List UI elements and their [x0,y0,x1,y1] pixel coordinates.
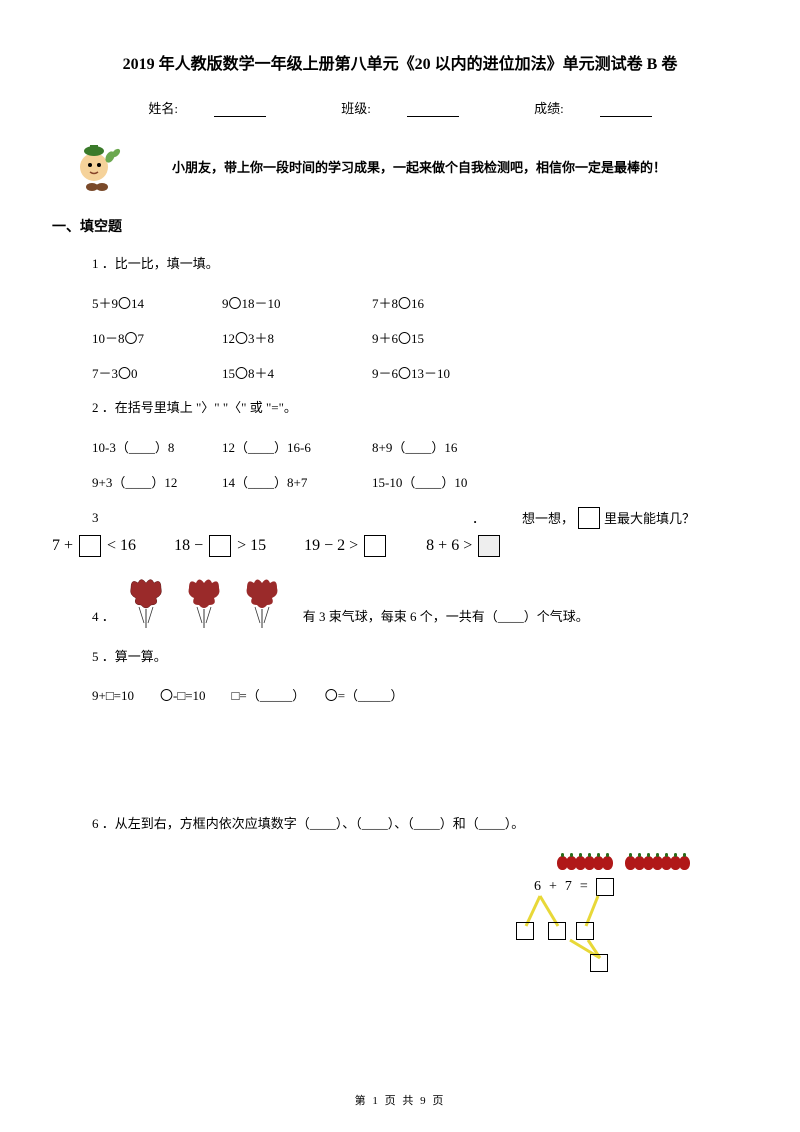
q3-num: 3 [92,510,472,526]
decomp-box2[interactable] [548,922,566,940]
q3-box2[interactable] [209,535,231,557]
q2-row1: 10-3（____）812（____）16-68+9（____）16 [92,437,728,456]
score-label: 成绩: [516,101,670,116]
name-blank[interactable] [214,103,266,117]
q5-expr: 9+□=10 〇-□=10 □=（_____） 〇=（_____） [92,685,728,704]
decomposition-diagram: 6 + 7 = [514,878,714,988]
q3-math-row: 7 +< 16 18 −> 15 19 − 2 > 8 + 6 > [52,535,728,557]
q4-text: 有 3 束气球，每束 6 个，一共有（____）个气球。 [303,606,589,625]
q3-box4[interactable] [478,535,500,557]
page-title: 2019 年人教版数学一年级上册第八单元《20 以内的进位加法》单元测试卷 B … [72,50,728,74]
q3-box1[interactable] [79,535,101,557]
q5-label: 5 ．算一算。 [92,647,728,668]
apples-icon [559,856,690,870]
intro-text: 小朋友，带上你一段时间的学习成果，一起来做个自我检测吧，相信你一定是最棒的！ [172,157,666,176]
balloon-bunch-icon [121,573,171,633]
decomp-box4[interactable] [590,954,608,972]
class-label: 班级: [323,101,477,116]
q1-row3: 7－3〇015〇8＋49－6〇13－10 [92,363,728,382]
page-footer: 第 1 页 共 9 页 [0,1092,800,1108]
q1-row1: 5＋9〇149〇18－107＋8〇16 [92,293,728,312]
q3-box3[interactable] [364,535,386,557]
q2-label: 2 ．在括号里填上 "〉" "〈" 或 "="。 [92,398,728,419]
q3-box-prompt[interactable] [578,507,600,529]
name-label: 姓名: [130,101,284,116]
mascot-icon [72,139,122,194]
q1-row2: 10－8〇712〇3＋89＋6〇15 [92,328,728,347]
balloon-bunch-icon [179,573,229,633]
q1-label: 1 ．比一比，填一填。 [92,254,728,275]
student-info-line: 姓名: 班级: 成绩: [72,98,728,117]
q4-row: 4 ． 有 3 束气球，每束 6 个，一共有（____）个气球。 [92,573,728,633]
decomp-box1[interactable] [516,922,534,940]
q6-label: 6 ．从左到右，方框内依次应填数字（____）、（____）、（____）和（_… [92,814,728,835]
q3: 3 ． 想一想， 里最大能填几？ [92,507,728,529]
decomp-box3[interactable] [576,922,594,940]
q4-num: 4 ． [92,606,115,625]
q2-row2: 9+3（____）1214（____）8+715-10（____）10 [92,472,728,491]
score-blank[interactable] [600,103,652,117]
section-heading-1: 一、填空题 [52,216,728,236]
balloon-bunch-icon [237,573,287,633]
intro-row: 小朋友，带上你一段时间的学习成果，一起来做个自我检测吧，相信你一定是最棒的！ [72,139,728,194]
class-blank[interactable] [407,103,459,117]
